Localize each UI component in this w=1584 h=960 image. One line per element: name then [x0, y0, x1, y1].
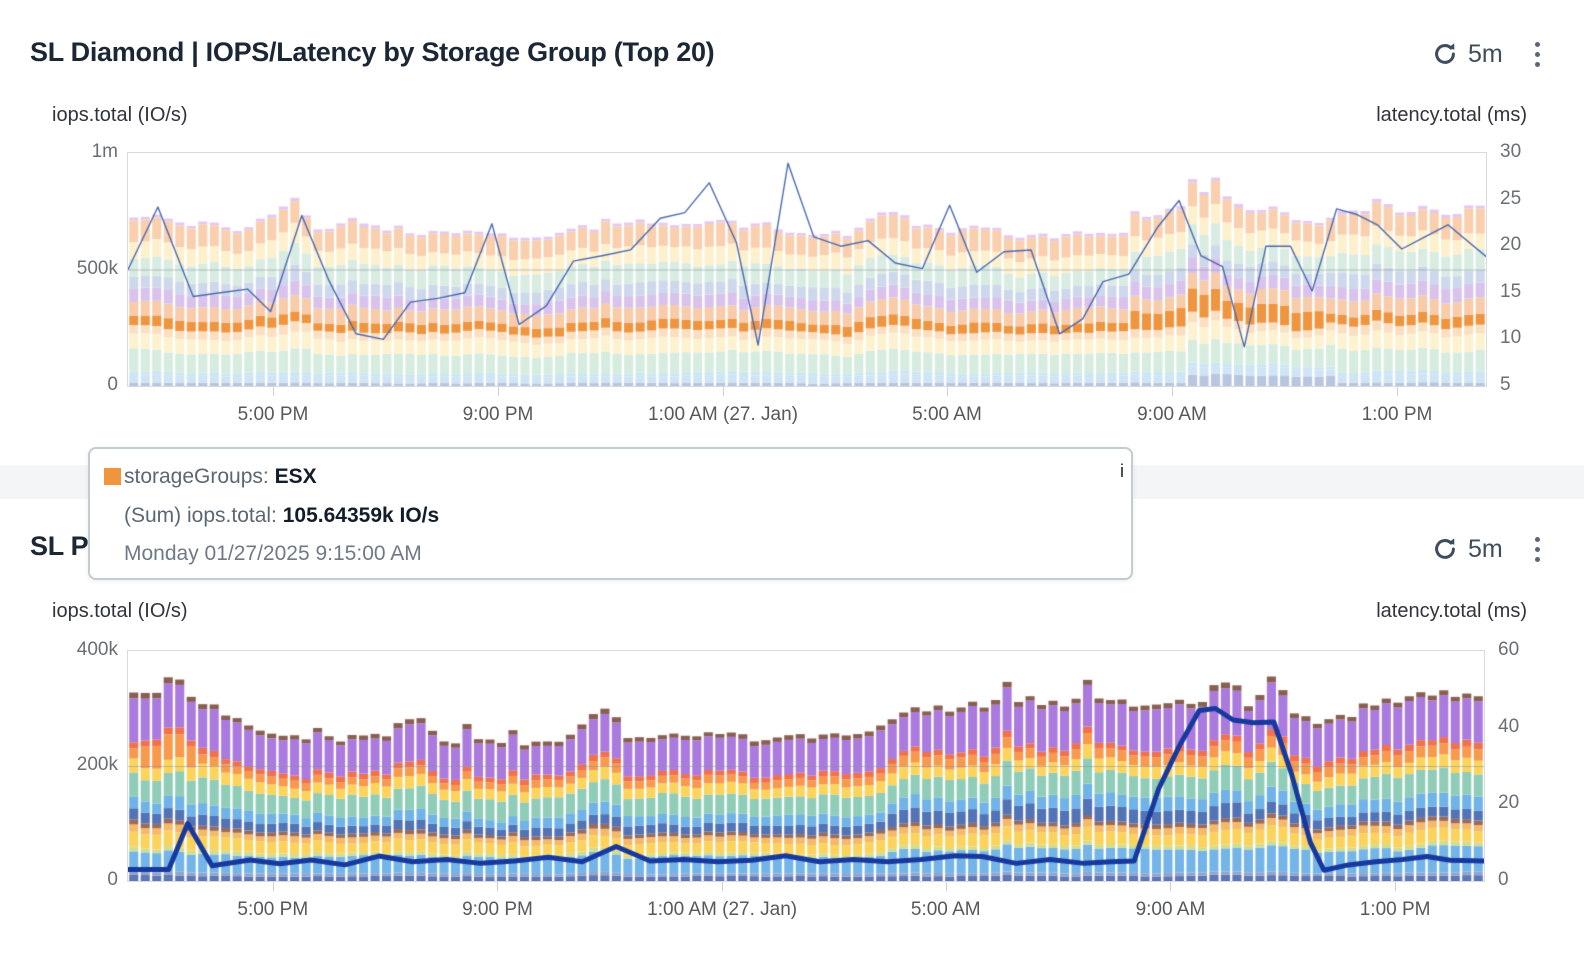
- panel-title-top: SL Diamond | IOPS/Latency by Storage Gro…: [30, 37, 715, 67]
- kebab-dot: [1535, 556, 1541, 562]
- chart-plot-area-bottom: [127, 650, 1485, 882]
- kebab-dot: [1535, 61, 1541, 67]
- chart-plot-area-top: [127, 152, 1487, 387]
- y-axis-tick-label: 0: [107, 374, 118, 395]
- kebab-menu-button[interactable]: [1529, 534, 1547, 564]
- x-axis-tick-mark: [498, 387, 499, 396]
- tooltip-timestamp: Monday 01/27/2025 9:15:00 AM: [124, 542, 422, 565]
- x-axis-tick-mark: [1395, 882, 1397, 891]
- y-axis-tick-label: 15: [1500, 280, 1522, 302]
- tooltip-metric-label: (Sum) iops.total:: [124, 504, 277, 527]
- y-axis-tick-label: 10: [1500, 327, 1522, 349]
- iops-latency-stacked-chart-bottom[interactable]: [128, 651, 1484, 881]
- x-axis-tick-label: 5:00 AM: [912, 404, 982, 425]
- tooltip-overlay-glyph: i: [1120, 461, 1124, 481]
- y-axis-tick-label: 20: [1500, 234, 1522, 256]
- y-axis-tick-label: 0: [1498, 869, 1509, 890]
- y-right-axis-title-top: latency.total (ms): [1376, 104, 1527, 126]
- x-ticks-bottom: 5:00 PM 9:00 PM 1:00 AM (27. Jan) 5:00 AM 9:…: [127, 882, 1483, 928]
- kebab-menu-button[interactable]: [1529, 39, 1547, 69]
- x-axis-tick-mark: [272, 882, 274, 891]
- tooltip-series-row: storageGroups: ESX: [124, 465, 317, 489]
- x-axis-tick-label: 1:00 AM (27. Jan): [648, 404, 798, 425]
- panel-controls-bottom: 5m: [1430, 533, 1547, 565]
- x-axis-tick-mark: [945, 882, 947, 891]
- y-left-ticks-top: 1m 500k 0: [0, 141, 118, 395]
- iops-latency-stacked-chart-top[interactable]: [128, 153, 1486, 386]
- x-axis-tick-label: 5:00 PM: [237, 404, 309, 425]
- x-axis-tick-label: 5:00 AM: [910, 899, 981, 920]
- y-right-axis-title-bottom: latency.total (ms): [1376, 600, 1527, 622]
- x-axis-tick-mark: [946, 387, 948, 396]
- x-axis-tick-mark: [1171, 387, 1173, 396]
- x-axis-tick-mark: [1397, 387, 1398, 396]
- y-left-axis-title-top: iops.total (IO/s): [52, 104, 188, 126]
- tooltip-series-value: ESX: [274, 465, 317, 488]
- tooltip-series-label: storageGroups:: [124, 465, 269, 488]
- refresh-button[interactable]: [1430, 534, 1460, 564]
- x-axis-tick-label: 9:00 PM: [462, 404, 534, 425]
- x-axis-tick-mark: [272, 387, 274, 396]
- panel-title-bottom: SL P: [30, 531, 89, 561]
- tooltip-metric-row: (Sum) iops.total: 105.64359k IO/s: [124, 504, 439, 528]
- x-axis-tick-label: 1:00 PM: [1361, 404, 1433, 425]
- kebab-dot: [1535, 41, 1541, 47]
- y-left-ticks-bottom: 400k 200k 0: [0, 639, 118, 890]
- y-axis-tick-label: 25: [1500, 187, 1522, 209]
- y-axis-tick-label: 0: [107, 869, 118, 890]
- panel-controls-top: 5m: [1430, 38, 1547, 70]
- kebab-dot: [1535, 51, 1541, 57]
- y-right-ticks-top: 30 25 20 15 10 5: [1500, 141, 1580, 395]
- y-axis-tick-label: 30: [1500, 141, 1522, 162]
- y-axis-tick-label: 500k: [76, 257, 118, 279]
- refresh-icon: [1435, 538, 1455, 559]
- x-axis-tick-mark: [497, 882, 499, 891]
- y-right-ticks-bottom: 60 40 20 0: [1498, 639, 1578, 890]
- x-axis-tick-mark: [722, 882, 724, 891]
- refresh-button[interactable]: [1430, 39, 1460, 69]
- tooltip-metric-value: 105.64359k IO/s: [282, 504, 440, 527]
- y-axis-tick-label: 5: [1500, 374, 1511, 395]
- x-axis-tick-label: 9:00 PM: [462, 899, 533, 920]
- x-axis-tick-mark: [723, 387, 725, 396]
- y-axis-tick-label: 1m: [91, 141, 118, 162]
- x-axis-tick-label: 9:00 AM: [1135, 899, 1206, 920]
- refresh-interval-label[interactable]: 5m: [1468, 534, 1503, 563]
- y-axis-tick-label: 200k: [76, 754, 118, 775]
- kebab-dot: [1535, 546, 1541, 552]
- x-axis-tick-mark: [1170, 882, 1172, 891]
- x-axis-tick-label: 1:00 PM: [1359, 899, 1431, 920]
- refresh-interval-label[interactable]: 5m: [1468, 39, 1503, 68]
- y-axis-tick-label: 20: [1498, 792, 1520, 814]
- y-axis-tick-label: 40: [1498, 715, 1520, 737]
- refresh-icon: [1435, 43, 1455, 64]
- x-axis-tick-label: 1:00 AM (27. Jan): [647, 899, 798, 920]
- x-ticks-top: 5:00 PM 9:00 PM 1:00 AM (27. Jan) 5:00 AM 9:…: [127, 387, 1485, 433]
- x-axis-tick-label: 5:00 PM: [237, 899, 309, 920]
- chart-tooltip: storageGroups: ESX (Sum) iops.total: 105…: [88, 447, 1133, 580]
- y-axis-tick-label: 60: [1498, 639, 1520, 660]
- series-color-swatch: [104, 468, 121, 485]
- y-left-axis-title-bottom: iops.total (IO/s): [52, 600, 188, 622]
- tooltip-timestamp-row: Monday 01/27/2025 9:15:00 AM: [124, 542, 422, 566]
- x-axis-tick-label: 9:00 AM: [1137, 404, 1207, 425]
- kebab-dot: [1535, 536, 1541, 542]
- y-axis-tick-label: 400k: [76, 639, 118, 660]
